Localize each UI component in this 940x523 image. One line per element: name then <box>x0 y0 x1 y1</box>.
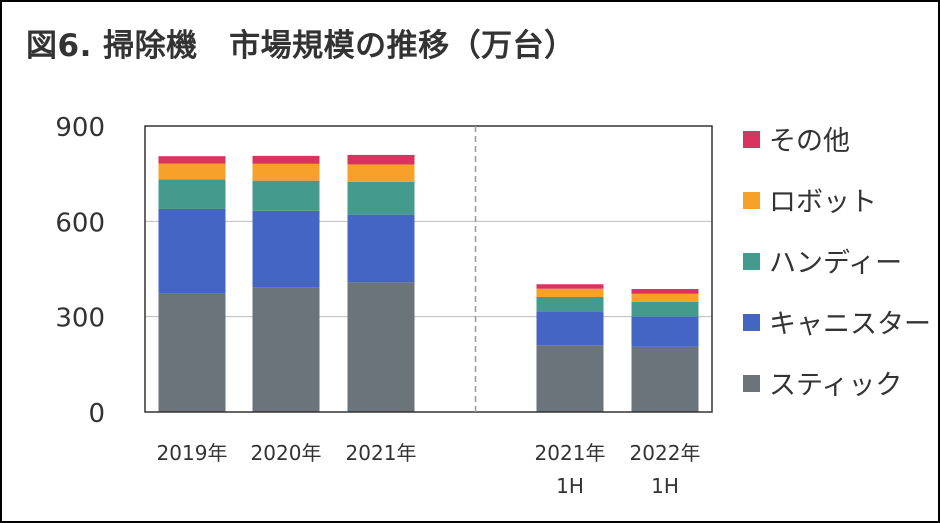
bar-segment <box>536 284 604 289</box>
bar-segment <box>158 179 226 209</box>
x-tick-label: 2019年 <box>157 441 228 465</box>
y-tick-label: 900 <box>55 113 105 143</box>
x-tick-label: 1H <box>651 474 679 498</box>
x-tick-label: 2022年 <box>630 441 701 465</box>
legend-label: キャニスター <box>769 309 931 340</box>
bar-segment <box>252 210 320 288</box>
bar-segment <box>347 282 415 412</box>
bar-segment <box>252 163 320 181</box>
gridlines <box>145 220 712 318</box>
bar-segment <box>631 316 699 347</box>
bar-segment <box>252 287 320 412</box>
bar-segment <box>631 346 699 412</box>
legend-swatch <box>743 375 760 392</box>
legend-label: スティック <box>769 370 902 401</box>
bar-segment <box>631 289 699 294</box>
plot-border <box>144 125 713 413</box>
plot-area <box>144 125 713 413</box>
bar-segment <box>252 180 320 211</box>
x-axis: 2019年 2020年 2021年 2021年 1H 2022年 1H <box>157 441 701 498</box>
legend-label: その他 <box>769 126 850 157</box>
bar-segment <box>158 163 226 180</box>
legend-label: ハンディー <box>769 248 902 279</box>
bar-segment <box>158 156 226 164</box>
x-tick-label: 1H <box>556 474 584 498</box>
legend-swatch <box>743 192 760 209</box>
bar-segment <box>347 154 415 165</box>
legend-swatch <box>743 314 760 331</box>
y-tick-label: 600 <box>55 208 105 238</box>
bar-segment <box>536 345 604 412</box>
bar-segment <box>536 311 604 346</box>
x-tick-label: 2021年 <box>535 441 606 465</box>
y-axis: 0 300 600 900 <box>55 113 105 429</box>
x-tick-label: 2020年 <box>251 441 322 465</box>
legend-swatch <box>743 131 760 148</box>
bars <box>158 154 699 412</box>
legend-swatch <box>743 253 760 270</box>
bar-segment <box>631 301 699 317</box>
bar-segment <box>158 208 226 294</box>
legend-label: ロボット <box>769 187 877 218</box>
bar-segment <box>347 164 415 182</box>
y-tick-label: 0 <box>88 399 105 429</box>
bar-segment <box>631 293 699 302</box>
x-tick-label: 2021年 <box>346 441 417 465</box>
bar-segment <box>347 214 415 283</box>
bar-segment <box>347 181 415 215</box>
bar-segment <box>158 293 226 412</box>
y-tick-label: 300 <box>55 304 105 334</box>
bar-segment <box>536 288 604 297</box>
bar-segment <box>252 155 320 164</box>
chart-title: 図6. 掃除機 市場規模の推移（万台） <box>26 28 576 64</box>
bar-segment <box>536 296 604 312</box>
